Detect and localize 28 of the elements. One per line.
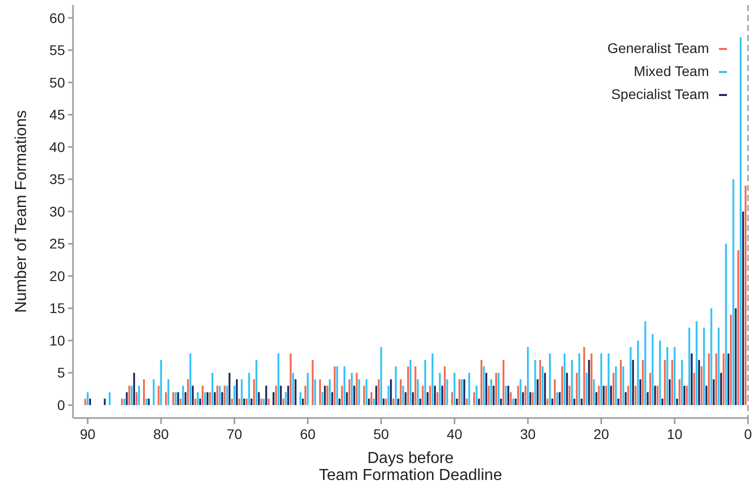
x-axis-title: Days before Team Formation Deadline bbox=[318, 450, 502, 484]
legend-label: Generalist Team bbox=[607, 40, 709, 56]
y-tick-label: 5 bbox=[57, 364, 66, 381]
y-tick-label: 50 bbox=[49, 74, 66, 90]
x-tick-label: 80 bbox=[153, 426, 170, 442]
y-tick-label: 30 bbox=[49, 203, 66, 220]
y-tick-label: 20 bbox=[49, 268, 66, 284]
y-tick-label: 60 bbox=[49, 10, 66, 26]
x-tick-label: 50 bbox=[373, 426, 390, 442]
legend-label: Specialist Team bbox=[611, 86, 709, 102]
x-tick-label: 0 bbox=[744, 426, 752, 442]
y-tick-label: 35 bbox=[49, 171, 66, 188]
y-tick-label: 0 bbox=[57, 396, 66, 413]
x-tick-label: 90 bbox=[80, 426, 96, 442]
y-tick-label: 45 bbox=[49, 106, 66, 123]
y-tick-label: 55 bbox=[49, 42, 66, 58]
x-tick-label: 20 bbox=[593, 426, 610, 442]
y-tick-label: 40 bbox=[49, 138, 66, 155]
x-tick-label: 60 bbox=[300, 426, 316, 442]
x-tick-label: 40 bbox=[446, 426, 463, 442]
legend-label: Mixed Team bbox=[634, 62, 709, 79]
x-tick-label: 70 bbox=[226, 426, 242, 442]
y-tick-label: 15 bbox=[49, 300, 66, 316]
y-tick-label: 25 bbox=[49, 236, 66, 252]
y-tick-label: 10 bbox=[49, 332, 66, 348]
x-tick-label: 10 bbox=[666, 426, 683, 442]
y-axis-title: Number of Team Formations bbox=[13, 110, 30, 313]
x-tick-label: 30 bbox=[520, 426, 536, 442]
